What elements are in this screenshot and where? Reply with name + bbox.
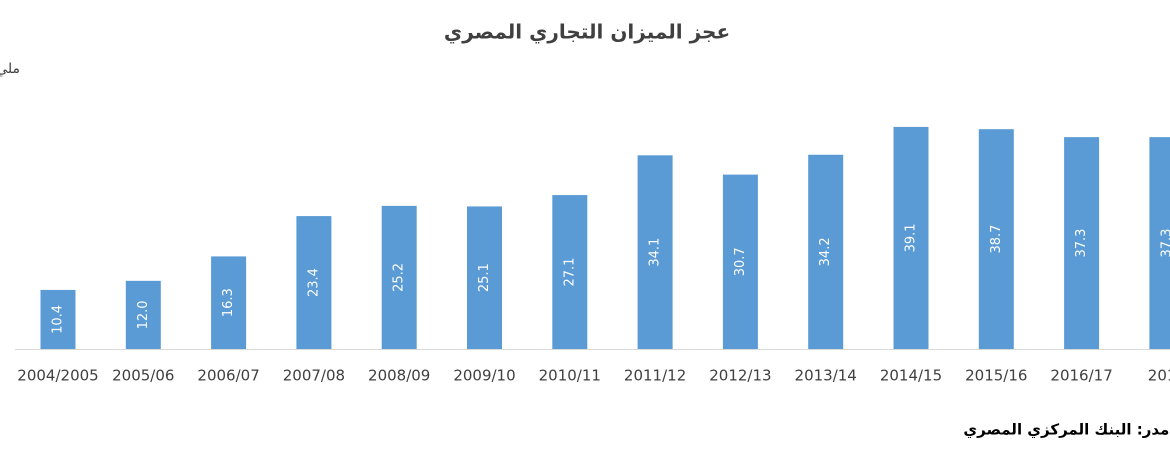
value-label: 37.3 [1074, 229, 1089, 258]
bar [40, 289, 76, 349]
bar [808, 154, 844, 349]
x-tick-label: 2009/10 [453, 367, 515, 385]
bar [893, 126, 929, 349]
bar [637, 155, 673, 349]
x-tick-label: 2004/2005 [17, 367, 98, 385]
bar [211, 256, 247, 349]
x-tick-label: 2017 [1148, 367, 1170, 385]
value-label: 23.4 [306, 268, 321, 297]
x-tick-label: 2007/08 [283, 367, 345, 385]
x-tick-label: 2013/14 [795, 367, 857, 385]
value-label: 30.7 [733, 247, 748, 276]
x-tick-label: 2006/07 [197, 367, 259, 385]
bar [467, 206, 502, 349]
bar [978, 129, 1014, 349]
value-label: 37.3 [1159, 229, 1170, 258]
y-axis-label: ملي [0, 61, 20, 77]
x-tick-label: 2015/16 [965, 367, 1027, 385]
value-label: 10.4 [51, 305, 66, 334]
bar [381, 205, 417, 349]
value-label: 16.3 [221, 288, 236, 317]
bar [125, 280, 161, 349]
bar [722, 174, 758, 349]
x-tick-label: 2014/15 [880, 367, 942, 385]
x-tick-label: 2012/13 [709, 367, 771, 385]
x-tick-label: 2010/11 [539, 367, 601, 385]
value-label: 27.1 [562, 258, 577, 287]
value-label: 34.1 [648, 238, 663, 267]
x-tick-label: 2016/17 [1050, 367, 1112, 385]
value-label: 25.2 [392, 263, 407, 292]
x-tick-label: 2011/12 [624, 367, 686, 385]
bar [1064, 137, 1100, 349]
value-label: 25.1 [477, 263, 492, 292]
x-tick-label: 2005/06 [112, 367, 174, 385]
value-label: 38.7 [989, 225, 1004, 254]
x-tick-label: 2008/09 [368, 367, 430, 385]
chart-title: عجز الميزان التجاري المصري [444, 20, 730, 45]
value-label: 39.1 [904, 223, 919, 252]
source-note: مدر: البنك المركزي المصري. [963, 421, 1170, 440]
value-label: 12.0 [136, 300, 151, 329]
bar [296, 216, 332, 349]
bar [552, 195, 588, 349]
bar [1149, 137, 1170, 349]
value-label: 34.2 [818, 237, 833, 266]
